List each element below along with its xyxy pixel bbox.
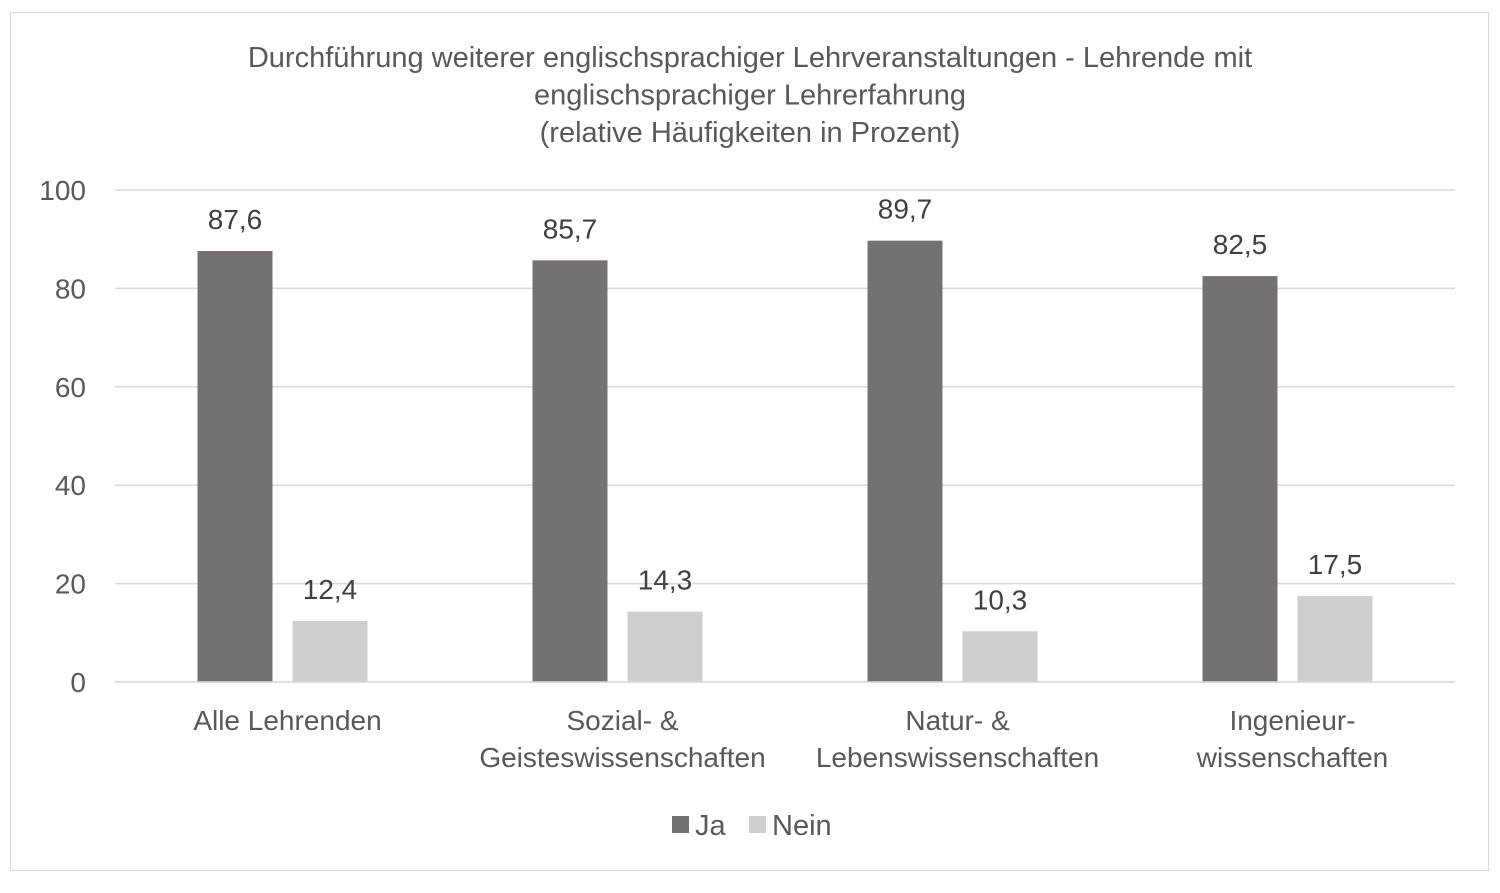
data-label: 14,3 <box>638 565 693 596</box>
data-label: 12,4 <box>303 574 358 605</box>
chart-title-line: Durchführung weiterer englischsprachiger… <box>248 42 1252 74</box>
x-tick-label: Geisteswissenschaften <box>479 742 765 773</box>
x-tick-label: Alle Lehrenden <box>193 705 381 736</box>
y-tick-label: 40 <box>55 470 86 501</box>
bar-ja <box>1202 276 1278 682</box>
y-tick-label: 20 <box>55 569 86 600</box>
bar-nein <box>1297 595 1373 682</box>
y-tick-label: 0 <box>70 667 86 698</box>
legend-swatch-ja <box>672 816 689 833</box>
chart-title-line: (relative Häufigkeiten in Prozent) <box>540 117 961 149</box>
y-tick-label: 100 <box>39 175 86 206</box>
bar-nein <box>962 631 1038 682</box>
bar-nein <box>627 611 703 682</box>
legend-label-ja: Ja <box>695 810 727 842</box>
y-tick-label: 80 <box>55 273 86 304</box>
data-label: 87,6 <box>208 204 263 235</box>
data-label: 85,7 <box>543 213 598 244</box>
x-tick-label: wissenschaften <box>1196 742 1388 773</box>
data-label: 82,5 <box>1213 229 1268 260</box>
data-label: 17,5 <box>1308 549 1363 580</box>
chart-frame <box>10 12 1489 871</box>
x-tick-label: Ingenieur- <box>1229 705 1355 736</box>
legend-swatch-nein <box>749 816 766 833</box>
bar-nein <box>292 620 368 682</box>
chart-title-line: englischsprachiger Lehrerfahrung <box>534 80 966 112</box>
y-tick-label: 60 <box>55 372 86 403</box>
bar-ja <box>197 251 273 682</box>
data-label: 10,3 <box>973 584 1028 615</box>
x-tick-label: Sozial- & <box>566 705 678 736</box>
bar-ja <box>532 260 608 682</box>
x-tick-label: Lebenswissenschaften <box>816 742 1099 773</box>
x-tick-label: Natur- & <box>905 705 1010 736</box>
data-label: 89,7 <box>878 194 933 225</box>
legend-label-nein: Nein <box>772 810 832 842</box>
bar-ja <box>867 240 943 682</box>
